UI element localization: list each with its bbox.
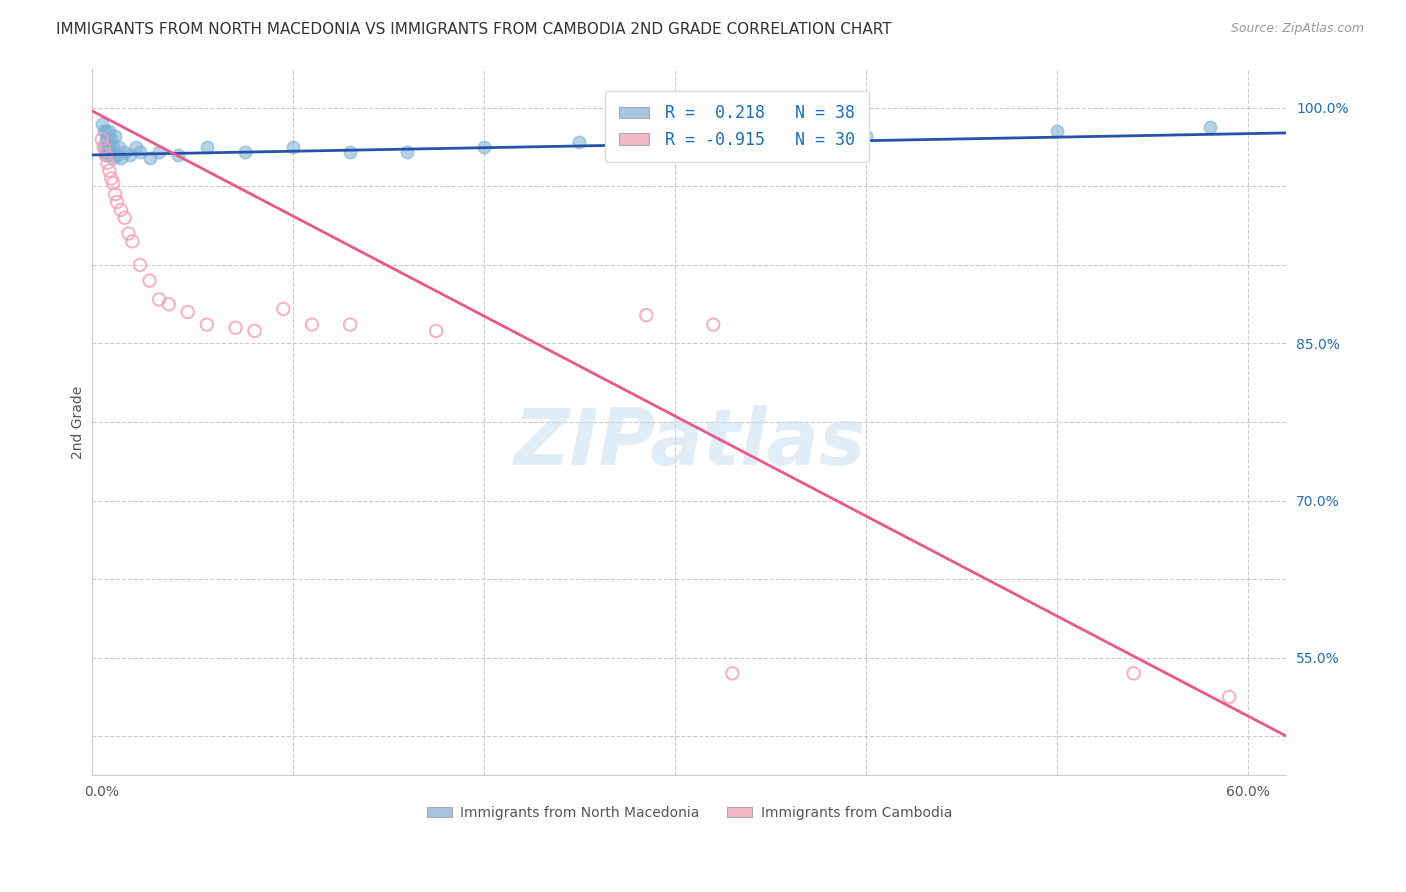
Point <box>96 148 118 162</box>
Point <box>103 140 125 154</box>
Point <box>98 140 121 154</box>
Point <box>425 324 447 338</box>
Point <box>339 145 361 159</box>
Point <box>129 258 152 272</box>
Point <box>224 320 246 334</box>
Point <box>94 132 117 146</box>
Point <box>148 293 170 307</box>
Point <box>100 132 122 146</box>
Point <box>96 155 118 169</box>
Point <box>195 318 218 332</box>
Point <box>98 163 121 178</box>
Point <box>90 132 112 146</box>
Point <box>117 227 139 241</box>
Point <box>94 148 117 162</box>
Point <box>110 202 132 217</box>
Point <box>138 274 160 288</box>
Point <box>281 140 304 154</box>
Point <box>1218 690 1240 704</box>
Point <box>233 145 256 159</box>
Point <box>96 140 118 154</box>
Point <box>1046 124 1069 138</box>
Point <box>301 318 323 332</box>
Point <box>1122 666 1144 681</box>
Point <box>96 132 118 146</box>
Point <box>157 297 180 311</box>
Point <box>759 132 782 146</box>
Point <box>105 148 128 162</box>
Point <box>103 151 125 165</box>
Point <box>105 195 128 210</box>
Point <box>108 140 131 154</box>
Point <box>195 140 218 154</box>
Point <box>129 145 152 159</box>
Point <box>93 124 115 138</box>
Point <box>120 148 142 162</box>
Point <box>125 140 148 154</box>
Text: ZIPatlas: ZIPatlas <box>513 405 866 481</box>
Point <box>104 129 127 144</box>
Point <box>93 140 115 154</box>
Point <box>721 666 744 681</box>
Point <box>702 318 724 332</box>
Point <box>167 148 190 162</box>
Point <box>396 145 419 159</box>
Point <box>568 136 591 150</box>
Text: Source: ZipAtlas.com: Source: ZipAtlas.com <box>1230 22 1364 36</box>
Point <box>271 301 294 316</box>
Point <box>121 235 143 249</box>
Point <box>94 124 117 138</box>
Point <box>100 171 122 186</box>
Point <box>855 129 877 144</box>
Point <box>177 305 200 319</box>
Point <box>664 136 686 150</box>
Point <box>100 145 122 159</box>
Point <box>110 151 132 165</box>
Point <box>114 211 136 225</box>
Point <box>339 318 361 332</box>
Point <box>103 176 125 190</box>
Point <box>138 151 160 165</box>
Point <box>90 116 112 130</box>
Point <box>243 324 266 338</box>
Point <box>148 145 170 159</box>
Point <box>114 145 136 159</box>
Point <box>1199 120 1222 134</box>
Point <box>93 140 115 154</box>
Y-axis label: 2nd Grade: 2nd Grade <box>72 385 86 458</box>
Point <box>104 187 127 202</box>
Point <box>94 148 117 162</box>
Point <box>98 124 121 138</box>
Point <box>636 308 658 322</box>
Point <box>472 140 495 154</box>
Legend: Immigrants from North Macedonia, Immigrants from Cambodia: Immigrants from North Macedonia, Immigra… <box>422 800 957 825</box>
Text: IMMIGRANTS FROM NORTH MACEDONIA VS IMMIGRANTS FROM CAMBODIA 2ND GRADE CORRELATIO: IMMIGRANTS FROM NORTH MACEDONIA VS IMMIG… <box>56 22 891 37</box>
